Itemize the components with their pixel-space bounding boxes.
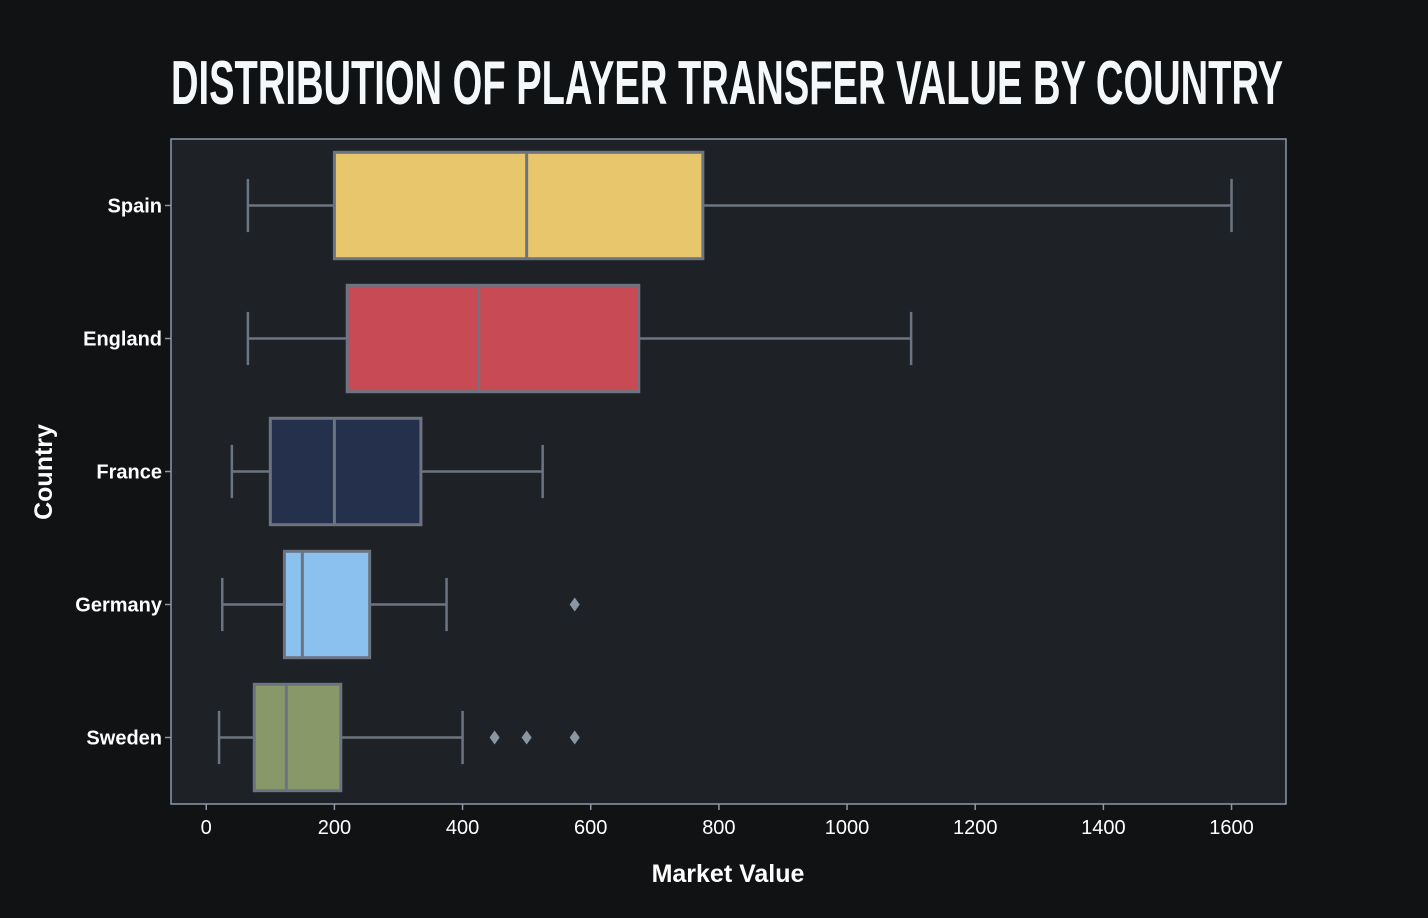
x-tick-label-1200: 1200 xyxy=(953,817,998,839)
outlier-sweden-0 xyxy=(489,730,500,745)
x-tick-label-600: 600 xyxy=(574,817,607,839)
outlier-sweden-2 xyxy=(569,730,580,745)
x-tick-label-1400: 1400 xyxy=(1081,817,1126,839)
outlier-germany-0 xyxy=(569,597,580,612)
x-tick-label-800: 800 xyxy=(702,817,735,839)
outlier-sweden-1 xyxy=(521,730,532,745)
y-tick-label-spain: Spain xyxy=(108,196,162,218)
x-axis-label: Market Value xyxy=(652,860,805,888)
box-group-england xyxy=(246,283,913,394)
x-tick-label-200: 200 xyxy=(318,817,351,839)
box-group-germany xyxy=(221,549,580,660)
box-france xyxy=(268,416,423,527)
box-group-sweden xyxy=(217,682,580,793)
box-group-spain xyxy=(246,150,1233,261)
box-spain xyxy=(332,150,705,261)
x-tick-label-1000: 1000 xyxy=(825,817,870,839)
y-axis-label: Country xyxy=(30,424,58,520)
boxes-layer xyxy=(217,150,1233,793)
box-sweden xyxy=(252,682,343,793)
y-tick-label-france: France xyxy=(96,462,162,484)
y-tick-label-sweden: Sweden xyxy=(86,728,162,750)
box-group-france xyxy=(230,416,544,527)
chart-title: DISTRIBUTION OF PLAYER TRANSFER VALUE BY… xyxy=(171,49,1283,118)
x-tick-label-1600: 1600 xyxy=(1209,817,1254,839)
x-tick-label-0: 0 xyxy=(201,817,212,839)
box-england xyxy=(345,283,641,394)
x-tick-label-400: 400 xyxy=(446,817,479,839)
box-germany xyxy=(282,549,372,660)
y-tick-label-germany: Germany xyxy=(75,595,163,617)
y-tick-label-england: England xyxy=(83,329,162,351)
x-axis: 0 200 400 600 800 1000 1200 1400 1600 xyxy=(201,804,1254,839)
y-axis: Spain England France Germany Sweden xyxy=(75,196,171,750)
